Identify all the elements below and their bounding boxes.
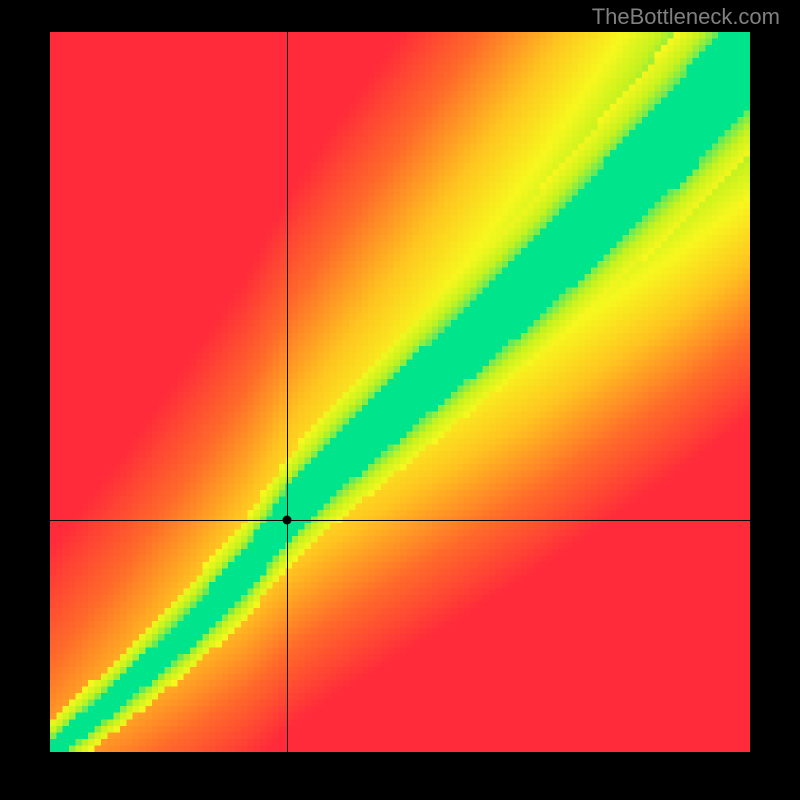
crosshair-horizontal (50, 520, 750, 521)
crosshair-point (282, 516, 291, 525)
crosshair-vertical (287, 32, 288, 752)
bottleneck-heatmap-plot (50, 32, 750, 752)
heatmap-canvas (50, 32, 750, 752)
watermark-text: TheBottleneck.com (592, 4, 780, 30)
